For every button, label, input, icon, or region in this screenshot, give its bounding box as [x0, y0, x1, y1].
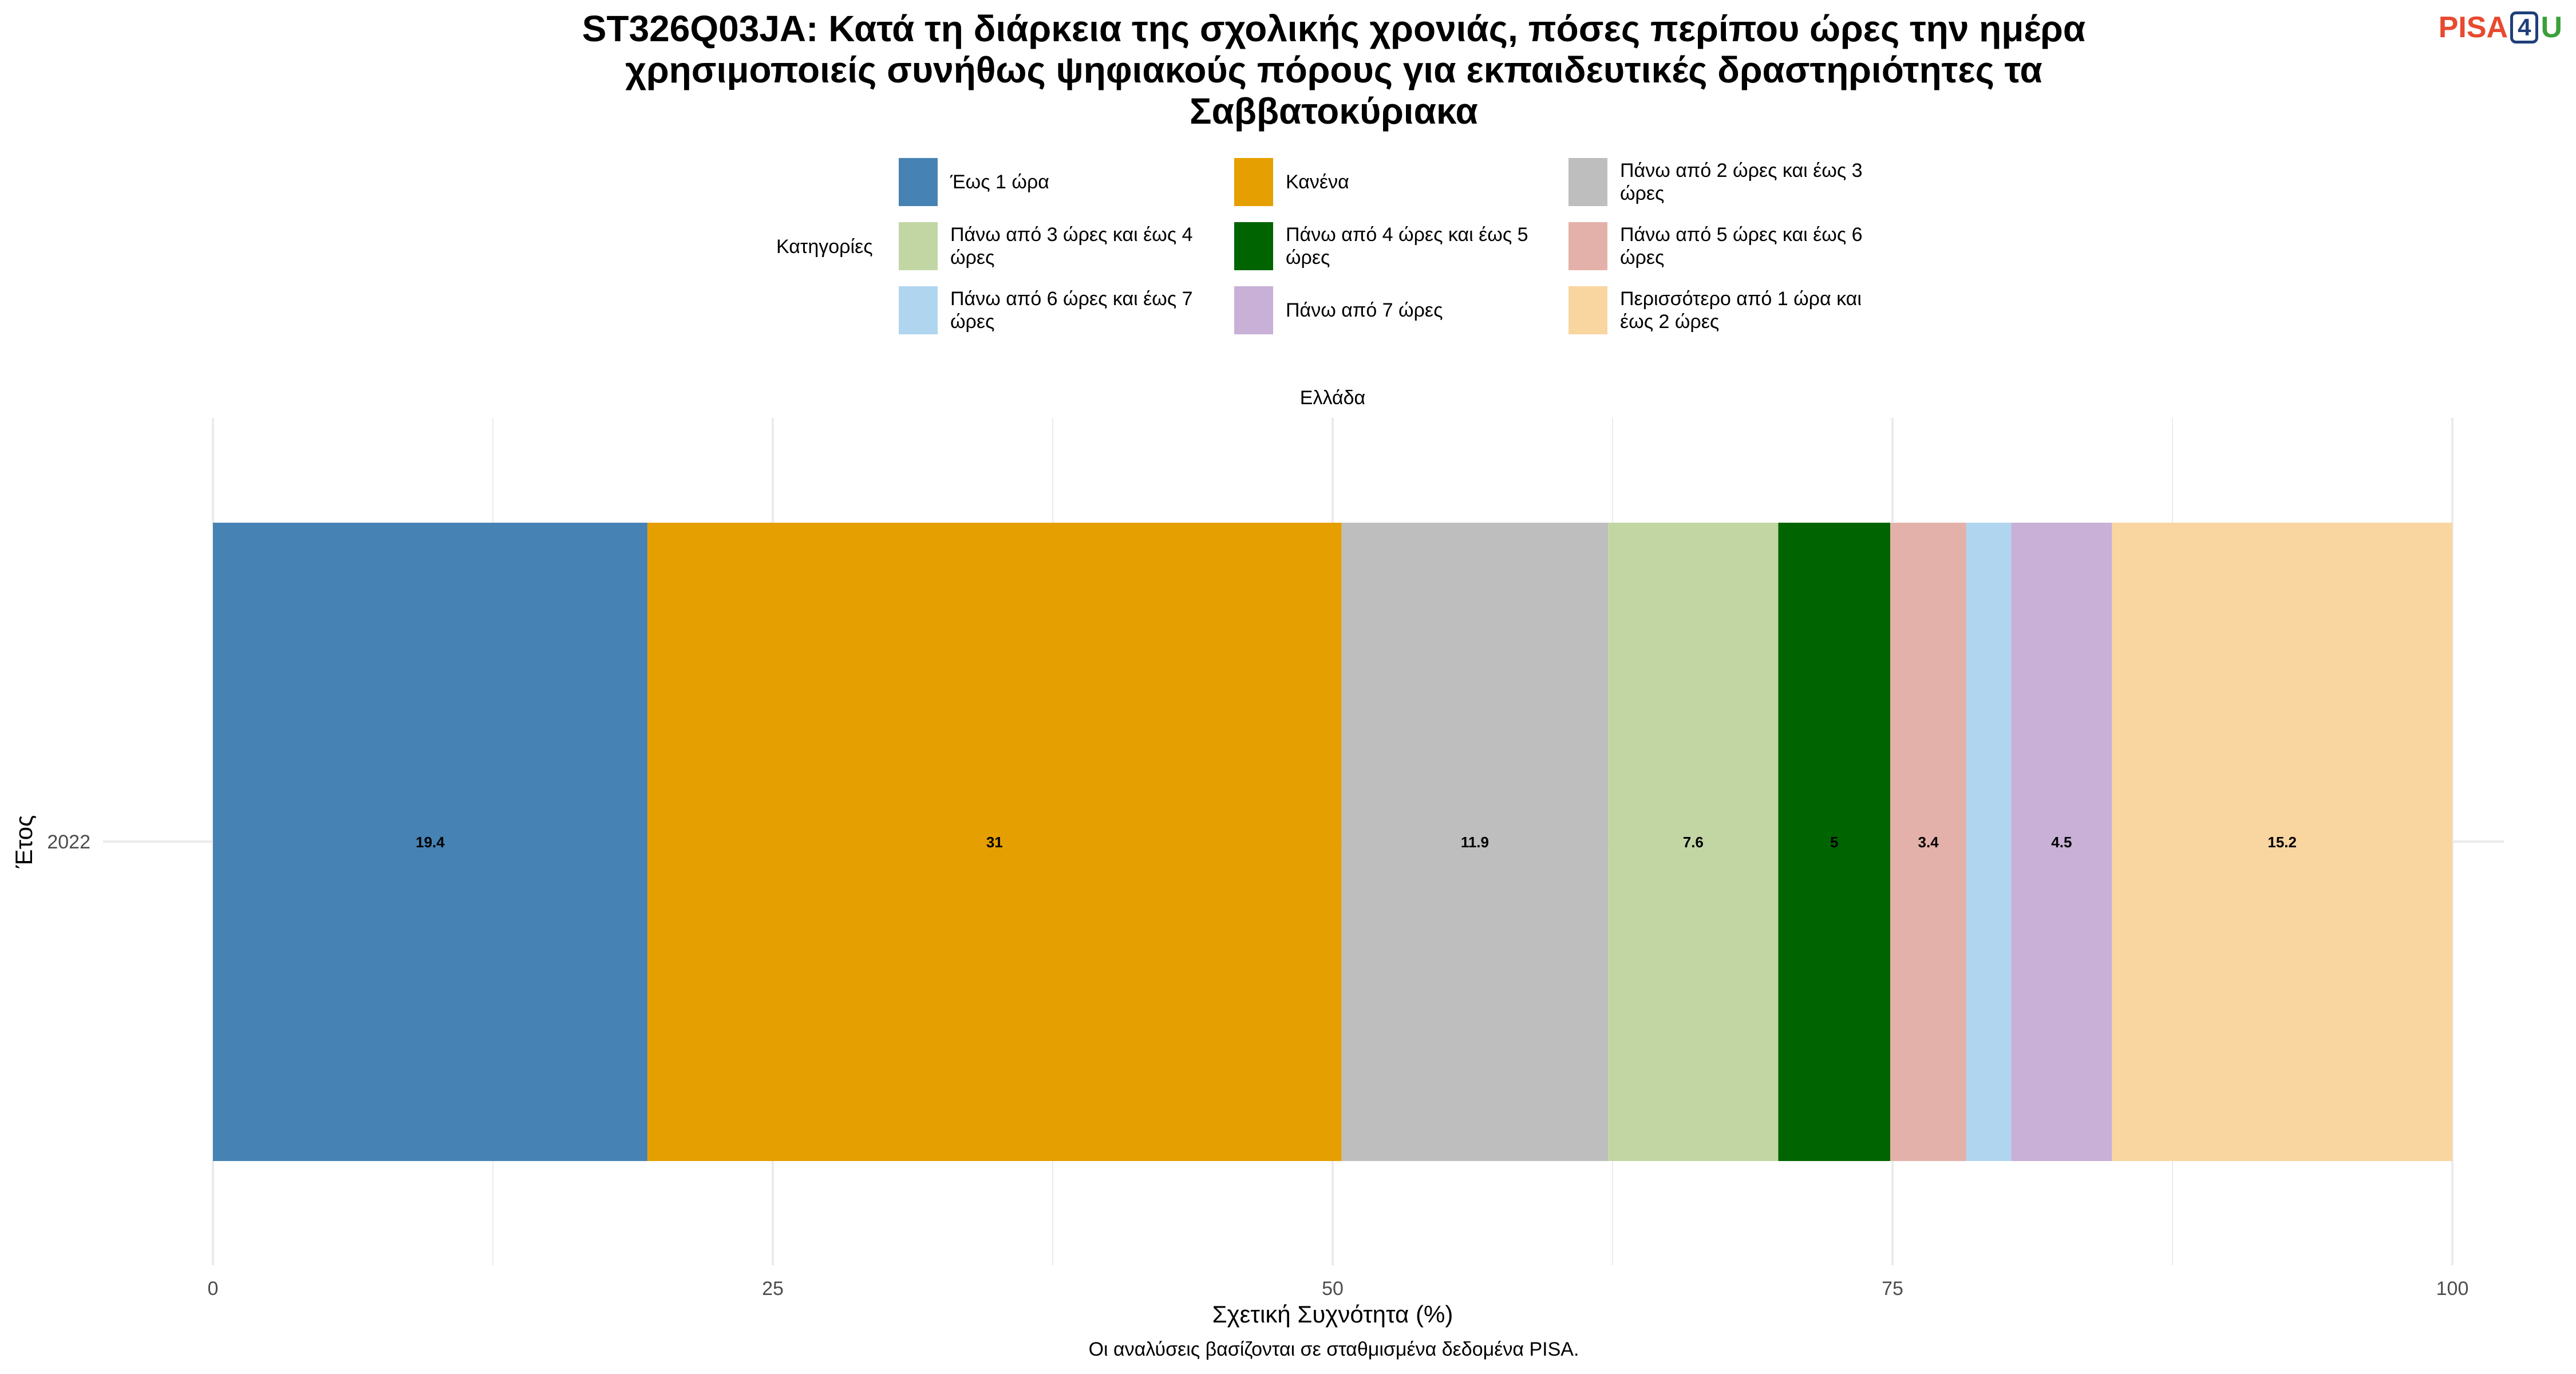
y-axis-title: Έτος	[10, 815, 37, 869]
legend-label: Πάνω από 3 ώρες και έως 4 ώρες	[950, 224, 1193, 269]
legend-swatch	[1568, 286, 1607, 334]
bar-value-label: 19.4	[416, 834, 445, 851]
bar-segment	[1341, 523, 1609, 1161]
bar-segment	[213, 523, 647, 1161]
bar-segment	[1778, 523, 1891, 1161]
bar-segment	[647, 523, 1342, 1161]
bar-segment	[1890, 523, 1967, 1161]
bar-segment	[2011, 523, 2112, 1161]
pisa4u-logo: PISA 4 U	[2439, 10, 2562, 45]
legend-swatch	[1234, 286, 1273, 334]
legend-item: Πάνω από 6 ώρες και έως 7 ώρες	[899, 286, 1225, 334]
x-tick-label: 100	[2436, 1278, 2469, 1300]
bar-value-label: 11.9	[1461, 834, 1489, 851]
legend-swatch	[1568, 158, 1607, 206]
y-tick-label: 2022	[47, 831, 90, 853]
legend-item: Πάνω από 4 ώρες και έως 5 ώρες	[1234, 222, 1560, 270]
legend-title: Κατηγορίες	[776, 236, 873, 258]
x-tick-label: 50	[1322, 1278, 1344, 1300]
legend-label: Κανένα	[1286, 171, 1349, 193]
legend-item: Περισσότερο από 1 ώρα και έως 2 ώρες	[1568, 286, 1895, 334]
legend-swatch	[899, 222, 938, 270]
logo-text-u: U	[2541, 11, 2562, 44]
bar-segment	[1966, 523, 2012, 1161]
logo-text-pisa: PISA	[2438, 11, 2508, 44]
legend-label: Περισσότερο από 1 ώρα και έως 2 ώρες	[1620, 288, 1862, 333]
x-tick-label: 25	[762, 1278, 784, 1300]
legend-item: Έως 1 ώρα	[899, 158, 1225, 206]
legend-swatch	[1234, 158, 1273, 206]
legend-swatch	[899, 158, 938, 206]
facet-label: Ελλάδα	[1300, 387, 1365, 409]
legend-item: Πάνω από 7 ώρες	[1234, 286, 1560, 334]
x-tick-label: 75	[1882, 1278, 1903, 1300]
chart-title-line-3: Σαββατοκύριακα	[1190, 90, 1478, 132]
bar-value-label: 5	[1830, 834, 1838, 851]
x-tick-label: 0	[208, 1278, 219, 1300]
legend-item: Πάνω από 3 ώρες και έως 4 ώρες	[899, 222, 1225, 270]
logo-text-4: 4	[2510, 11, 2539, 44]
legend-swatch	[1568, 222, 1607, 270]
bar-segment	[1608, 523, 1779, 1161]
legend-label: Έως 1 ώρα	[950, 171, 1049, 193]
bar-value-label: 31	[986, 834, 1003, 851]
legend-label: Πάνω από 5 ώρες και έως 6 ώρες	[1620, 224, 1863, 269]
bar-value-label: 3.4	[1918, 834, 1939, 851]
x-axis-title: Σχετική Συχνότητα (%)	[1212, 1301, 1453, 1328]
bar-value-label: 15.2	[2267, 834, 2297, 851]
chart-caption: Οι αναλύσεις βασίζονται σε σταθμισμένα δ…	[1088, 1339, 1579, 1360]
legend-item: Πάνω από 2 ώρες και έως 3 ώρες	[1568, 158, 1895, 206]
legend-swatch	[1234, 222, 1273, 270]
chart-title: ST326Q03JA: Κατά τη διάρκεια της σχολική…	[0, 8, 2576, 132]
bar-value-label: 4.5	[2051, 834, 2072, 851]
legend-item: Πάνω από 5 ώρες και έως 6 ώρες	[1568, 222, 1895, 270]
legend-item: Κανένα	[1234, 158, 1560, 206]
chart-title-line-1: ST326Q03JA: Κατά τη διάρκεια της σχολική…	[582, 8, 2086, 49]
legend-label: Πάνω από 7 ώρες	[1286, 299, 1443, 321]
bar-value-label: 7.6	[1683, 834, 1704, 851]
legend-label: Πάνω από 4 ώρες και έως 5 ώρες	[1286, 224, 1528, 269]
legend-label: Πάνω από 6 ώρες και έως 7 ώρες	[950, 288, 1193, 333]
legend-label: Πάνω από 2 ώρες και έως 3 ώρες	[1620, 160, 1863, 204]
bar-segment	[2112, 523, 2452, 1161]
legend-swatch	[899, 286, 938, 334]
chart-title-line-2: χρησιμοποιείς συνήθως ψηφιακούς πόρους γ…	[625, 49, 2042, 90]
